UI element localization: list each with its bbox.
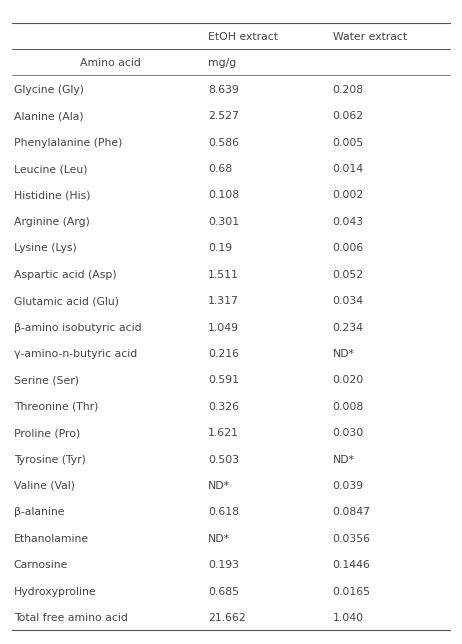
Text: 0.1446: 0.1446 bbox=[333, 560, 371, 570]
Text: 21.662: 21.662 bbox=[208, 613, 246, 623]
Text: Total free amino acid: Total free amino acid bbox=[14, 613, 128, 623]
Text: 0.006: 0.006 bbox=[333, 243, 364, 253]
Text: 0.030: 0.030 bbox=[333, 428, 364, 438]
Text: ND*: ND* bbox=[208, 481, 230, 491]
Text: mg/g: mg/g bbox=[208, 59, 236, 68]
Text: 0.043: 0.043 bbox=[333, 217, 364, 227]
Text: Tyrosine (Tyr): Tyrosine (Tyr) bbox=[14, 455, 86, 464]
Text: γ-amino-n-butyric acid: γ-amino-n-butyric acid bbox=[14, 349, 137, 359]
Text: 0.216: 0.216 bbox=[208, 349, 239, 359]
Text: 0.0165: 0.0165 bbox=[333, 587, 371, 596]
Text: 0.326: 0.326 bbox=[208, 402, 239, 412]
Text: β-amino isobutyric acid: β-amino isobutyric acid bbox=[14, 323, 141, 332]
Text: 0.193: 0.193 bbox=[208, 560, 239, 570]
Text: Alanine (Ala): Alanine (Ala) bbox=[14, 111, 84, 121]
Text: 0.685: 0.685 bbox=[208, 587, 239, 596]
Text: 0.008: 0.008 bbox=[333, 402, 364, 412]
Text: 0.002: 0.002 bbox=[333, 191, 364, 200]
Text: 0.005: 0.005 bbox=[333, 138, 364, 147]
Text: Glycine (Gly): Glycine (Gly) bbox=[14, 85, 84, 95]
Text: 0.503: 0.503 bbox=[208, 455, 239, 464]
Text: 0.052: 0.052 bbox=[333, 270, 364, 279]
Text: 0.0356: 0.0356 bbox=[333, 534, 371, 544]
Text: 0.039: 0.039 bbox=[333, 481, 364, 491]
Text: Water extract: Water extract bbox=[333, 32, 407, 42]
Text: Glutamic acid (Glu): Glutamic acid (Glu) bbox=[14, 296, 119, 306]
Text: 0.062: 0.062 bbox=[333, 111, 364, 121]
Text: β-alanine: β-alanine bbox=[14, 507, 64, 517]
Text: ND*: ND* bbox=[333, 349, 355, 359]
Text: 8.639: 8.639 bbox=[208, 85, 239, 95]
Text: Carnosine: Carnosine bbox=[14, 560, 68, 570]
Text: 0.591: 0.591 bbox=[208, 375, 239, 385]
Text: 0.234: 0.234 bbox=[333, 323, 364, 332]
Text: Lysine (Lys): Lysine (Lys) bbox=[14, 243, 77, 253]
Text: 0.108: 0.108 bbox=[208, 191, 239, 200]
Text: 1.049: 1.049 bbox=[208, 323, 239, 332]
Text: Serine (Ser): Serine (Ser) bbox=[14, 375, 79, 385]
Text: Ethanolamine: Ethanolamine bbox=[14, 534, 89, 544]
Text: 1.317: 1.317 bbox=[208, 296, 239, 306]
Text: Histidine (His): Histidine (His) bbox=[14, 191, 91, 200]
Text: 0.68: 0.68 bbox=[208, 164, 232, 174]
Text: 0.301: 0.301 bbox=[208, 217, 239, 227]
Text: Hydroxyproline: Hydroxyproline bbox=[14, 587, 97, 596]
Text: 1.040: 1.040 bbox=[333, 613, 364, 623]
Text: 0.208: 0.208 bbox=[333, 85, 364, 95]
Text: 0.014: 0.014 bbox=[333, 164, 364, 174]
Text: 1.511: 1.511 bbox=[208, 270, 239, 279]
Text: Valine (Val): Valine (Val) bbox=[14, 481, 75, 491]
Text: Proline (Pro): Proline (Pro) bbox=[14, 428, 80, 438]
Text: 0.618: 0.618 bbox=[208, 507, 239, 517]
Text: 0.19: 0.19 bbox=[208, 243, 232, 253]
Text: 0.020: 0.020 bbox=[333, 375, 364, 385]
Text: Amino acid: Amino acid bbox=[80, 59, 141, 68]
Text: Threonine (Thr): Threonine (Thr) bbox=[14, 402, 98, 412]
Text: Arginine (Arg): Arginine (Arg) bbox=[14, 217, 90, 227]
Text: 0.586: 0.586 bbox=[208, 138, 239, 147]
Text: ND*: ND* bbox=[333, 455, 355, 464]
Text: 1.621: 1.621 bbox=[208, 428, 239, 438]
Text: ND*: ND* bbox=[208, 534, 230, 544]
Text: EtOH extract: EtOH extract bbox=[208, 32, 278, 42]
Text: 2.527: 2.527 bbox=[208, 111, 239, 121]
Text: Leucine (Leu): Leucine (Leu) bbox=[14, 164, 87, 174]
Text: Aspartic acid (Asp): Aspartic acid (Asp) bbox=[14, 270, 116, 279]
Text: Phenylalanine (Phe): Phenylalanine (Phe) bbox=[14, 138, 122, 147]
Text: 0.034: 0.034 bbox=[333, 296, 364, 306]
Text: 0.0847: 0.0847 bbox=[333, 507, 371, 517]
